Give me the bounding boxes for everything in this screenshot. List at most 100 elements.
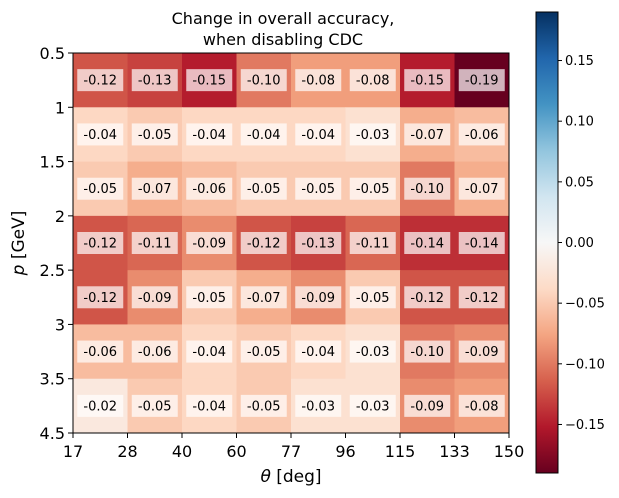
x-tick-label: 150 [494, 442, 525, 461]
x-axis-label-symbol: θ [260, 467, 271, 487]
colorbar-tick-label: 0.00 [565, 236, 594, 251]
cell-label: -0.06 [465, 128, 499, 143]
y-tick-label: 1.5 [40, 153, 65, 172]
cell-label-box [404, 69, 451, 92]
y-tick-label: 2 [55, 207, 65, 226]
cell-label-box [458, 340, 505, 363]
cell-label: -0.19 [465, 74, 499, 89]
cell-label-box [240, 340, 287, 363]
colorbar-tick-label: −0.10 [565, 357, 605, 372]
cell-label-box [131, 394, 178, 417]
x-axis-label: θ [deg] [260, 467, 321, 487]
y-tick-label: 3 [55, 315, 65, 334]
cell-label: -0.06 [138, 345, 172, 360]
colorbar-tick-label: −0.15 [565, 418, 605, 433]
cell-label: -0.13 [138, 74, 172, 89]
x-tick-label: 115 [385, 442, 416, 461]
colorbar-tick-label: 0.15 [565, 54, 594, 69]
cell-label-box [349, 394, 396, 417]
x-tick-label: 96 [335, 442, 355, 461]
cell-label: -0.08 [465, 399, 499, 414]
x-tick-label: 40 [172, 442, 192, 461]
colorbar-tick-label: 0.05 [565, 175, 594, 190]
cell-label: -0.11 [356, 237, 390, 252]
cell-label: -0.11 [138, 237, 172, 252]
cell-label-box [77, 177, 124, 200]
cell-label: -0.05 [138, 128, 172, 143]
cell-label: -0.13 [301, 237, 335, 252]
cell-label-box [186, 69, 233, 92]
cell-label-box [77, 286, 124, 309]
cell-label-box [458, 394, 505, 417]
cell-label: -0.04 [247, 128, 281, 143]
colorbar-tick-label: −0.05 [565, 297, 605, 312]
cell-label: -0.05 [247, 399, 281, 414]
cell-label-box [77, 232, 124, 254]
cell-label: -0.05 [83, 182, 117, 197]
cell-label-box [131, 340, 178, 363]
cell-label-box [349, 340, 396, 363]
cell-label-box [295, 340, 342, 363]
cell-label: -0.10 [410, 345, 444, 360]
cell-label: -0.12 [83, 291, 117, 306]
cell-label: -0.07 [410, 128, 444, 143]
cell-label-box [295, 394, 342, 417]
cell-label: -0.05 [138, 399, 172, 414]
cell-label-box [404, 232, 451, 254]
cell-label: -0.09 [138, 291, 172, 306]
y-tick-label: 4.5 [40, 424, 65, 443]
cell-label-box [404, 340, 451, 363]
cell-label: -0.04 [192, 345, 226, 360]
chart-title-line-2: when disabling CDC [203, 30, 363, 49]
cell-label-box [240, 286, 287, 309]
colorbar-tick-label: 0.10 [565, 115, 594, 130]
cell-label: -0.05 [247, 182, 281, 197]
cell-label: -0.12 [247, 237, 281, 252]
cell-label-box [77, 123, 124, 146]
cell-label: -0.04 [301, 128, 335, 143]
cell-label: -0.14 [410, 237, 444, 252]
cell-label: -0.08 [356, 74, 390, 89]
heatmap-cell-labels: -0.12 -0.13 -0.15 -0.10 -0.08 -0.08 -0.15 -0.19… [77, 69, 505, 417]
cell-label-box [77, 69, 124, 92]
cell-label: -0.04 [83, 128, 117, 143]
cell-label-box [295, 123, 342, 146]
cell-label-box [240, 394, 287, 417]
cell-label: -0.12 [410, 291, 444, 306]
cell-label-box [186, 177, 233, 200]
y-tick-label: 1 [55, 98, 65, 117]
cell-label: -0.08 [301, 74, 335, 89]
cell-label: -0.04 [301, 345, 335, 360]
cell-label: -0.03 [301, 399, 335, 414]
cell-label: -0.12 [83, 237, 117, 252]
cell-label: -0.14 [465, 237, 499, 252]
cell-label: -0.04 [192, 399, 226, 414]
y-tick-label: 3.5 [40, 370, 65, 389]
y-axis-label-symbol: p [9, 264, 29, 276]
y-axis-label: p [GeV] [9, 211, 29, 277]
cell-label: -0.15 [192, 74, 226, 89]
cell-label: -0.05 [356, 182, 390, 197]
cell-label-box [186, 394, 233, 417]
cell-label-box [131, 123, 178, 146]
cell-label: -0.09 [192, 237, 226, 252]
cell-label: -0.15 [410, 74, 444, 89]
cell-label-box [186, 232, 233, 254]
colorbar-ticks: 0.15 0.10 0.05 0.00 −0.05 −0.10 −0.15 [558, 54, 605, 433]
cell-label: -0.03 [356, 399, 390, 414]
y-tick-label: 2.5 [40, 261, 65, 280]
y-tick-label: 0.5 [40, 44, 65, 63]
cell-label-box [458, 286, 505, 309]
x-tick-label: 77 [281, 442, 301, 461]
y-axis-ticks: 0.5 1 1.5 2 2.5 3 3.5 4.5 [40, 44, 73, 443]
cell-label: -0.04 [192, 128, 226, 143]
cell-label-box [77, 340, 124, 363]
cell-label: -0.05 [192, 291, 226, 306]
cell-label: -0.09 [301, 291, 335, 306]
cell-label: -0.05 [301, 182, 335, 197]
cell-label: -0.12 [83, 74, 117, 89]
x-tick-label: 28 [117, 442, 137, 461]
colorbar [535, 11, 559, 474]
cell-label-box [404, 286, 451, 309]
